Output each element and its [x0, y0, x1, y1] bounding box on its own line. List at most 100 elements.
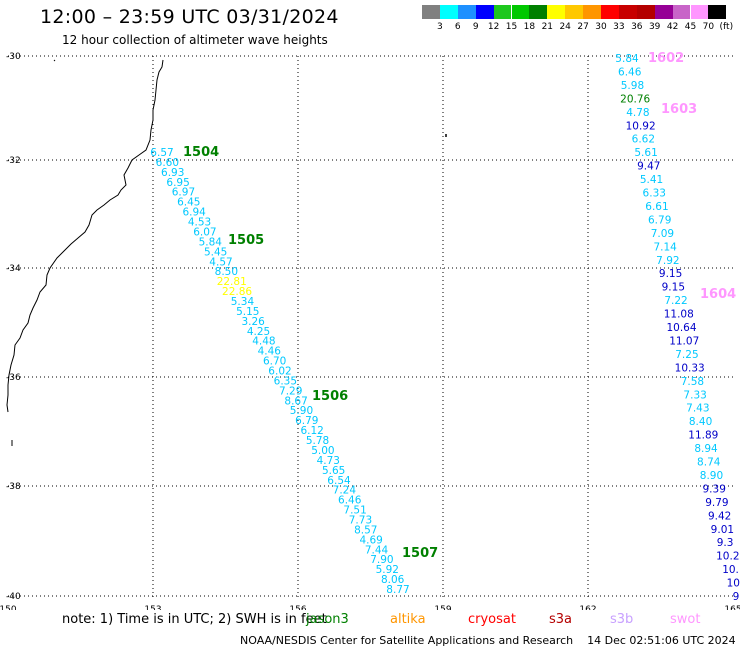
pass-number-label: 1602	[648, 51, 684, 66]
wave-height-value: 22.81	[217, 276, 247, 288]
colorbar-swatch	[422, 5, 440, 19]
legend-cryosat: cryosat	[468, 612, 516, 627]
wave-height-value: 8.40	[689, 416, 712, 428]
wave-height-value: 7.33	[683, 389, 706, 401]
wave-height-value: 11.89	[688, 430, 718, 442]
wave-height-value: 10	[727, 578, 740, 590]
note-bar: note: 1) Time is in UTC; 2) SWH is in fe…	[0, 612, 740, 632]
wave-height-value: 6.54	[327, 475, 351, 487]
wave-height-value: 10.	[722, 564, 739, 576]
colorbar-label: 45	[684, 22, 697, 32]
wave-height-value: 5.84	[615, 53, 639, 65]
colorbar-swatch	[618, 5, 637, 19]
lat-tick-label: -32	[6, 156, 21, 166]
legend-altika: altika	[390, 612, 426, 627]
wave-height-value: 8.94	[694, 443, 718, 455]
wave-height-value: 6.97	[172, 187, 195, 199]
lon-tick-label: 159	[434, 605, 451, 610]
colorbar-swatch	[439, 5, 458, 19]
wave-height-value: 5.61	[634, 147, 657, 159]
wave-height-value: 5.92	[376, 564, 399, 576]
wave-height-value: 5.45	[204, 246, 227, 258]
wave-height-value: 5.90	[290, 405, 313, 417]
wave-height-value: 4.46	[258, 346, 282, 358]
wave-height-value: 8.06	[381, 574, 405, 586]
wave-height-value: 7.24	[333, 485, 357, 497]
wave-height-value: 6.94	[182, 207, 206, 219]
colorbar-swatch	[708, 5, 727, 19]
wave-height-value: 4.53	[188, 217, 211, 229]
colorbar-label: 27	[577, 22, 589, 32]
colorbar-swatch	[636, 5, 655, 19]
legend-s3b: s3b	[610, 612, 634, 627]
wave-height-value: 6.79	[295, 415, 318, 427]
colorbar-label: 24	[559, 22, 571, 32]
wave-height-value: 4.57	[209, 256, 232, 268]
wave-height-value: 11.08	[664, 309, 694, 321]
wave-height-value: 4.69	[359, 534, 382, 546]
colorbar-label: 9	[472, 22, 479, 32]
colorbar-swatch	[583, 5, 601, 19]
wave-height-value: 6.93	[161, 167, 184, 179]
lon-tick-label: 150	[0, 605, 17, 610]
colorbar-label: 15	[505, 22, 518, 32]
wave-height-value: 6.62	[632, 134, 655, 146]
wave-height-map: 150 153 156 159 162 165 -30 -32 -34 -36 -38 -40 6.5…	[0, 51, 740, 610]
note-text: note: 1) Time is in UTC; 2) SWH is in fe…	[62, 612, 327, 627]
pass-labels: 1504 1505 1506 1507 1602 1603 1604	[183, 51, 736, 561]
wave-height-value: 6.79	[648, 214, 671, 226]
wave-height-value: 10.92	[626, 120, 656, 132]
colorbar-swatch	[565, 5, 584, 19]
wave-height-value: 6.02	[268, 366, 291, 378]
lon-tick-label: 162	[579, 605, 596, 610]
axis-tick-labels: 150 153 156 159 162 165 -30 -32 -34 -36 -38 -40	[0, 52, 740, 610]
colorbar-label: 21	[541, 22, 554, 32]
pass-number-label: 1505	[228, 233, 264, 248]
wave-height-value: 9.01	[711, 524, 734, 536]
wave-height-value: 6.60	[156, 157, 179, 169]
lat-lon-grid	[8, 55, 733, 600]
wave-height-value: 5.84	[199, 236, 223, 248]
wave-height-value: 7.92	[656, 255, 679, 267]
wave-height-value: 8.67	[284, 395, 307, 407]
wave-height-value: 6.45	[177, 197, 200, 209]
lat-tick-label: -40	[6, 592, 21, 602]
colorbar-label: 33	[613, 22, 625, 32]
wave-height-value: 5.41	[640, 174, 663, 186]
wave-height-value: 22.86	[222, 286, 252, 298]
wave-height-value: 4.78	[626, 107, 649, 119]
wave-height-value: 7.90	[370, 554, 393, 566]
wave-height-value: 5.78	[306, 435, 329, 447]
wave-height-value: 9.3	[717, 537, 734, 549]
colorbar-swatch	[475, 5, 494, 19]
lon-tick-label: 165	[724, 605, 740, 610]
colorbar-swatch	[493, 5, 512, 19]
lon-tick-label: 153	[144, 605, 161, 610]
colorbar-label: 30	[595, 22, 607, 32]
lat-tick-label: -36	[6, 373, 21, 383]
wave-height-value: 9.39	[703, 483, 726, 495]
colorbar-swatch	[457, 5, 476, 19]
footer-timestamp: 14 Dec 02:51:06 UTC 2024	[587, 634, 736, 647]
wave-height-value: 7.73	[349, 514, 372, 526]
colorbar-swatch	[654, 5, 673, 19]
wave-height-value: 5.98	[621, 80, 644, 92]
wave-height-value: 5.00	[311, 445, 334, 457]
colorbar-swatch	[529, 5, 548, 19]
colorbar-swatch	[511, 5, 530, 19]
wave-height-value: 6.57	[150, 147, 173, 159]
wave-height-value: 6.07	[193, 226, 216, 238]
pass-number-label: 1603	[661, 102, 697, 117]
colorbar-swatch	[672, 5, 691, 19]
colorbar-label: 6	[454, 22, 461, 32]
wave-height-value: 6.46	[338, 495, 362, 507]
australia-coastline	[6, 59, 164, 413]
wave-height-value: 6.33	[643, 188, 666, 200]
pass-number-label: 1506	[312, 389, 348, 404]
wave-height-value: 7.14	[653, 241, 677, 253]
wave-height-value: 7.09	[651, 228, 674, 240]
wave-height-value: 4.73	[317, 455, 340, 467]
lon-tick-label: 156	[289, 605, 306, 610]
wave-height-value: 8.90	[700, 470, 723, 482]
colorbar-label: 42	[666, 22, 679, 32]
